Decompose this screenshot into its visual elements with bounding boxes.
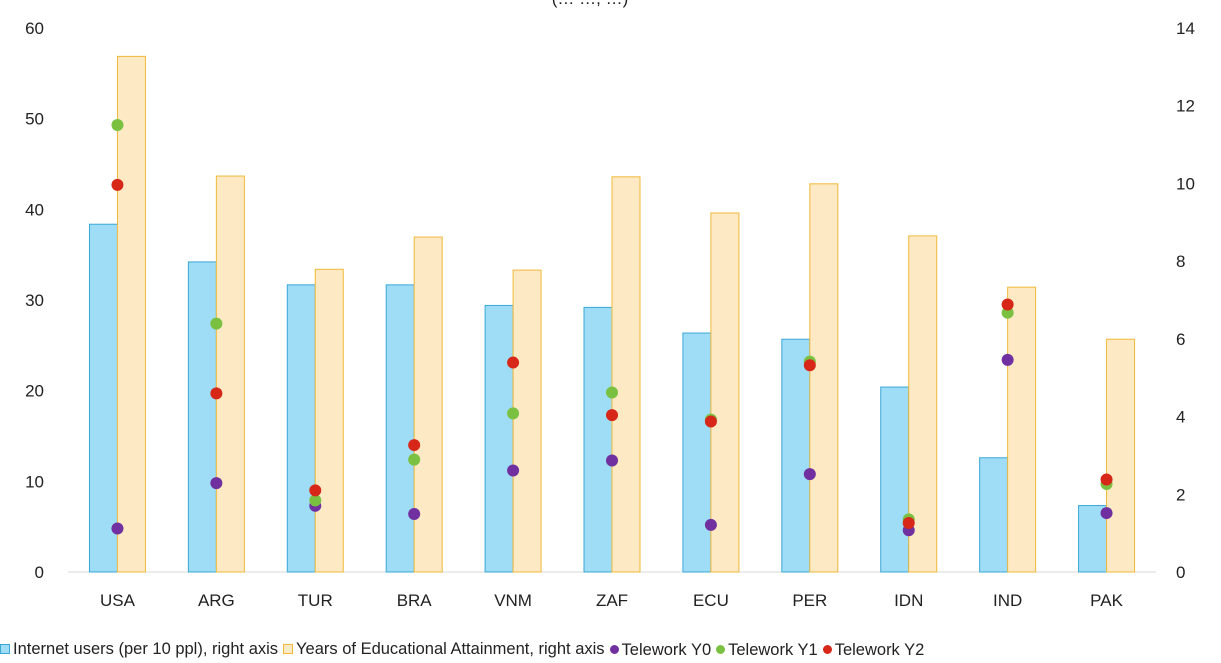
bar-internet-users-idn — [880, 386, 910, 573]
legend-swatch-dot — [716, 645, 726, 654]
legend-item: Years of Educational Attainment, right a… — [283, 639, 605, 659]
bar-education-years-usa — [116, 55, 146, 573]
dot-telework-y1-zaf — [606, 386, 618, 399]
dot-telework-y2-ecu — [704, 415, 717, 428]
left-tick-label: 40 — [25, 200, 44, 219]
bar-education-years-per — [809, 183, 839, 573]
dot-telework-y0-arg — [210, 477, 223, 490]
category-label: IDN — [894, 591, 923, 610]
legend-item: Telework Y0 — [609, 640, 712, 660]
dot-telework-y0-bra — [408, 507, 421, 520]
legend-swatch-dot — [822, 645, 832, 654]
bar-education-years-pak — [1106, 338, 1136, 573]
bar-education-years-vnm — [512, 269, 542, 573]
legend-label: Internet users (per 10 ppl), right axis — [13, 640, 279, 658]
bar-education-years-tur — [314, 268, 344, 573]
bar-education-years-bra — [413, 236, 443, 573]
dot-telework-y2-vnm — [507, 356, 520, 369]
right-axis: 0 2 4 6 8 10 12 14 — [1176, 19, 1195, 582]
bar-internet-users-ind — [979, 457, 1009, 573]
legend-item: Internet users (per 10 ppl), right axis — [0, 639, 278, 659]
dot-telework-y0-ind — [1001, 353, 1014, 366]
left-tick-label: 0 — [35, 563, 44, 582]
dot-telework-y2-pak — [1100, 473, 1113, 486]
left-tick-label: 60 — [25, 19, 44, 38]
dot-telework-y1-bra — [408, 453, 421, 466]
bar-education-years-ind — [1007, 286, 1037, 573]
category-label: TUR — [298, 591, 333, 610]
right-tick-label: 4 — [1176, 408, 1185, 427]
dot-telework-y1-vnm — [507, 407, 520, 420]
dot-telework-y2-idn — [902, 517, 915, 530]
right-tick-label: 2 — [1176, 485, 1185, 504]
bar-internet-users-tur — [286, 284, 316, 573]
category-label: IND — [993, 591, 1022, 610]
bar-internet-users-vnm — [484, 304, 514, 573]
category-label: ARG — [198, 591, 235, 610]
left-tick-label: 10 — [25, 472, 44, 491]
right-tick-label: 0 — [1176, 563, 1185, 582]
category-label: PER — [792, 591, 827, 610]
legend: Internet users (per 10 ppl), right axis Y… — [0, 639, 1221, 660]
right-tick-label: 14 — [1176, 19, 1195, 38]
bar-internet-users-bra — [385, 284, 415, 573]
category-label: BRA — [397, 591, 433, 610]
legend-item: Telework Y1 — [716, 640, 818, 660]
category-label: ZAF — [596, 591, 628, 610]
dot-telework-y2-ind — [1001, 298, 1014, 311]
chart-title: (… …, …) — [552, 0, 629, 8]
legend-label: Telework Y0 — [621, 640, 712, 659]
dot-telework-y2-arg — [210, 387, 223, 400]
bar-internet-users-arg — [187, 261, 217, 573]
category-label: ECU — [693, 591, 729, 610]
right-tick-label: 12 — [1176, 97, 1195, 116]
dot-telework-y2-zaf — [606, 409, 618, 422]
right-tick-label: 8 — [1176, 252, 1185, 271]
legend-label: Telework Y1 — [728, 640, 818, 659]
dot-telework-y2-tur — [309, 484, 322, 497]
dot-telework-y2-usa — [111, 178, 124, 191]
bar-education-years-zaf — [611, 176, 641, 573]
bar-education-years-ecu — [710, 212, 740, 573]
dot-telework-y0-usa — [111, 522, 124, 535]
bars-layer — [88, 55, 1136, 573]
dot-telework-y0-pak — [1100, 507, 1113, 520]
legend-label: Years of Educational Attainment, right a… — [296, 640, 605, 658]
dot-telework-y2-per — [803, 359, 816, 372]
bar-internet-users-ecu — [682, 332, 712, 573]
right-tick-label: 10 — [1176, 174, 1195, 193]
dot-telework-y0-per — [803, 468, 816, 481]
dot-telework-y0-ecu — [704, 518, 717, 531]
dot-telework-y0-vnm — [507, 464, 520, 477]
left-tick-label: 20 — [25, 382, 44, 401]
dot-telework-y1-arg — [210, 317, 223, 330]
category-axis: USA ARG TUR BRA VNM ZAF ECU PER IDN IND PAK — [100, 591, 1124, 610]
legend-label: Telework Y2 — [834, 640, 925, 659]
dot-telework-y1-usa — [111, 119, 124, 132]
bar-internet-users-zaf — [583, 306, 613, 573]
dots-layer — [111, 119, 1113, 537]
bar-internet-users-usa — [88, 223, 118, 573]
bar-internet-users-per — [781, 338, 811, 573]
legend-item: Telework Y2 — [822, 640, 925, 660]
legend-swatch-square — [0, 644, 10, 654]
dot-telework-y1-tur — [309, 494, 322, 507]
left-axis: 0 10 20 30 40 50 60 — [25, 19, 44, 582]
category-label: VNM — [494, 591, 532, 610]
right-tick-label: 6 — [1176, 330, 1185, 349]
left-tick-label: 30 — [25, 291, 44, 310]
legend-swatch-dot — [609, 645, 619, 654]
category-label: PAK — [1090, 591, 1123, 610]
dot-telework-y2-bra — [408, 439, 421, 452]
legend-swatch-square — [283, 644, 294, 654]
category-label: USA — [100, 591, 136, 610]
dot-telework-y0-zaf — [606, 454, 618, 467]
left-tick-label: 50 — [25, 110, 44, 129]
bar-education-years-arg — [215, 175, 245, 573]
